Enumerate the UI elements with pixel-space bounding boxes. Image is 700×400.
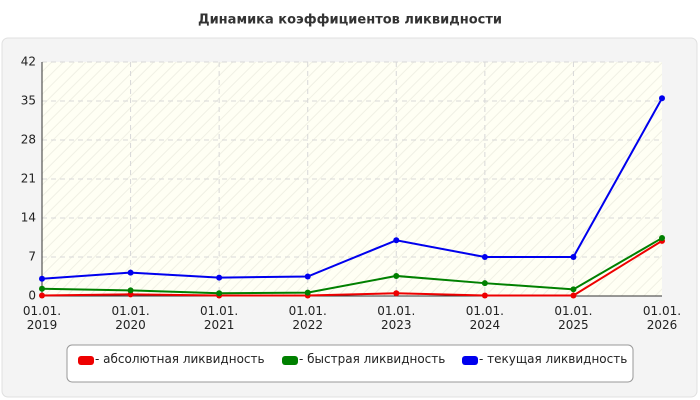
x-tick-label: 01.01. 2025 — [554, 304, 593, 332]
data-point — [659, 235, 665, 242]
x-tick-label: 01.01. 2023 — [377, 304, 416, 332]
y-tick-label: 14 — [21, 211, 36, 225]
legend-swatch — [282, 356, 298, 365]
y-tick-label: 21 — [21, 172, 36, 186]
data-point — [127, 287, 134, 294]
data-point — [39, 292, 45, 299]
data-point — [481, 254, 488, 260]
chart-title: Динамика коэффициентов ликвидности — [198, 13, 502, 28]
legend-swatch — [78, 356, 94, 365]
x-tick-label: 01.01. 2022 — [288, 304, 327, 332]
y-tick-label: 28 — [21, 133, 36, 147]
y-tick-label: 35 — [21, 94, 36, 108]
series-line — [41, 237, 663, 295]
legend-label: - текущая ликвидность — [479, 352, 628, 366]
data-point — [39, 285, 45, 292]
legend-label: - абсолютная ликвидность — [95, 352, 265, 366]
data-point — [481, 292, 488, 299]
data-point — [127, 269, 134, 276]
legend-label: - быстрая ликвидность — [299, 352, 446, 366]
data-point — [39, 275, 45, 282]
data-point — [659, 95, 665, 102]
data-point — [570, 254, 577, 260]
y-tick-label: 0 — [28, 289, 36, 303]
legend-box — [66, 344, 634, 383]
data-point — [570, 286, 577, 293]
data-point — [393, 272, 400, 279]
data-point — [570, 292, 577, 299]
data-point — [393, 290, 400, 297]
x-tick-label: 01.01. 2019 — [22, 304, 62, 332]
series-line — [41, 97, 663, 280]
x-tick-label: 01.01. 2021 — [200, 304, 239, 332]
data-point — [393, 237, 400, 244]
legend-swatch — [462, 356, 478, 365]
data-point — [216, 290, 223, 297]
series-line — [41, 239, 663, 297]
data-point — [216, 274, 223, 281]
data-point — [481, 280, 488, 287]
data-point — [304, 289, 311, 296]
y-tick-label: 42 — [21, 55, 36, 69]
data-point — [304, 273, 311, 280]
x-tick-label: 01.01. 2024 — [465, 304, 504, 332]
x-tick-label: 01.01. 2020 — [111, 304, 150, 332]
y-tick-label: 7 — [28, 250, 36, 264]
x-tick-label: 01.01. 2026 — [642, 304, 682, 332]
